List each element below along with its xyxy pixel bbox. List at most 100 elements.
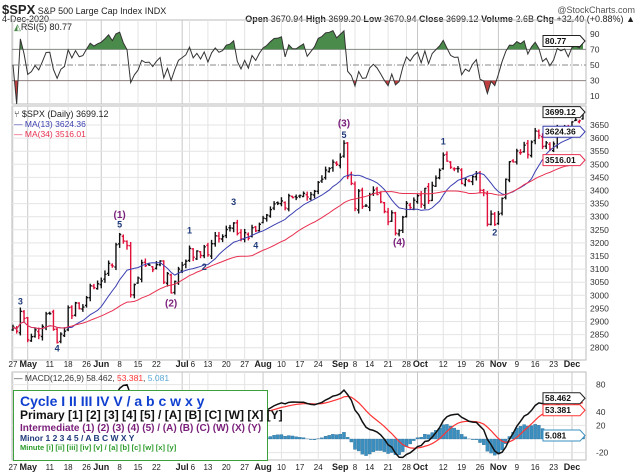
- wave-label: 3: [231, 197, 236, 207]
- macd-histogram-bar: [353, 438, 357, 450]
- close-value: 3699.12: [446, 14, 479, 24]
- tag-text: 3624.36: [545, 127, 576, 137]
- rsi-frame: [11, 19, 587, 105]
- price-bar: [375, 186, 379, 196]
- high-label: High: [305, 14, 326, 24]
- price-bar: [430, 181, 434, 202]
- price-bar: [232, 222, 236, 233]
- wave-label: 1: [187, 225, 192, 235]
- rsi-line: [12, 29, 584, 105]
- macd-histogram-bar: [356, 438, 361, 452]
- macd-histogram-bar: [294, 436, 298, 440]
- x-tick-label: 10: [277, 360, 286, 369]
- wave-label: 1: [441, 137, 446, 147]
- price-bar: [522, 141, 526, 153]
- tag-box: [542, 106, 586, 119]
- price-bar: [92, 283, 96, 290]
- macd-histogram-bar: [338, 434, 343, 440]
- price-bar: [37, 327, 41, 340]
- wave-label: 5: [117, 220, 122, 230]
- macd-histogram-bar: [360, 438, 365, 455]
- x-tick-label: 15: [134, 463, 143, 472]
- x-tick-label: Oct: [413, 462, 428, 472]
- price-bar: [110, 263, 114, 268]
- price-bar: [445, 151, 449, 162]
- price-bar: [533, 127, 537, 145]
- price-bar: [526, 140, 530, 159]
- high-value: 3699.20: [328, 14, 361, 24]
- x-tick-label: Sep: [332, 462, 349, 472]
- macd-tick-label: -20: [596, 448, 609, 458]
- macd-name: MACD(12,26,9): [25, 373, 84, 383]
- x-tick-label: 21: [384, 463, 393, 472]
- macd-tick-label: 80: [596, 380, 606, 390]
- x-tick-label: Sep: [332, 359, 349, 369]
- price-bar: [283, 201, 287, 211]
- ma34-tag: 3516.01: [542, 154, 586, 167]
- macd-histogram-bar: [397, 438, 401, 455]
- tag-box: [542, 392, 586, 405]
- y-tick-label: 3300: [590, 212, 609, 222]
- x-tick-label: 22: [152, 463, 161, 472]
- macd-histogram-bar: [268, 436, 273, 440]
- close-label: Close: [419, 14, 444, 24]
- price-bar: [173, 280, 177, 295]
- macd-histogram-bar: [345, 437, 350, 440]
- price-bar: [48, 311, 52, 315]
- macd-histogram-bar: [533, 424, 537, 440]
- macd-histogram-bar: [349, 438, 354, 443]
- price-bar: [544, 141, 548, 149]
- price-bar: [132, 283, 136, 299]
- x-tick-label: 16: [531, 360, 540, 369]
- ma34-line: [12, 159, 584, 330]
- x-tick-label: 11: [46, 463, 55, 472]
- macd-histogram-bar: [367, 438, 372, 455]
- x-tick-label: Nov: [490, 462, 507, 472]
- x-tick-label: 6: [191, 463, 196, 472]
- macd-histogram-bar: [331, 434, 335, 440]
- x-tick-label: 16: [531, 463, 540, 472]
- price-bar: [551, 141, 556, 153]
- price-bar: [397, 229, 401, 237]
- wave-label: 4: [253, 241, 258, 251]
- macd-histogram-bar: [515, 427, 519, 440]
- price-bar: [279, 197, 284, 207]
- ma34-legend: — MA(34) 3516.01: [14, 129, 86, 139]
- price-bar: [577, 119, 581, 124]
- x-tick-label: 17: [295, 463, 304, 472]
- x-tick-label: May: [19, 359, 37, 369]
- macd-histogram-bar: [459, 434, 464, 440]
- wave-label: 3: [18, 296, 23, 306]
- price-bar: [331, 159, 335, 172]
- x-tick-label: 21: [384, 360, 393, 369]
- x-tick-label: 24: [314, 463, 323, 472]
- price-bar: [390, 210, 394, 222]
- price-bar: [357, 189, 361, 214]
- y-tick-label: 3600: [590, 133, 609, 143]
- price-bar: [140, 259, 144, 283]
- tag-box: [542, 34, 586, 47]
- price-bar: [456, 166, 460, 173]
- price-bar: [158, 260, 162, 267]
- tag-text: 3699.12: [545, 107, 576, 117]
- macd-histogram-bar: [412, 438, 416, 441]
- price-bar: [29, 333, 33, 342]
- price-bar: [187, 245, 192, 262]
- date: 4-Dec-2020: [2, 14, 50, 24]
- price-bar: [316, 181, 320, 195]
- price-bar: [500, 197, 504, 216]
- elliott-wave-legend: Cycle I II III IV V / a b c w x y Primar…: [13, 390, 283, 461]
- ma13-name: MA(13): [25, 119, 53, 129]
- price-bar: [114, 242, 118, 271]
- x-tick-label: Dec: [564, 462, 581, 472]
- legend-minute: Minute [i] [ii] [iii] [iv] [v] / [a] [b]…: [20, 443, 177, 453]
- price-series-name: $SPX (Daily): [22, 109, 74, 119]
- price-bar: [217, 231, 221, 243]
- macd-histogram-bar: [529, 425, 534, 440]
- x-tick-label: Jul: [176, 359, 189, 369]
- macd-tag: 58.462: [542, 392, 586, 405]
- price-bar: [213, 231, 217, 247]
- rsi-overbought-fill: [13, 30, 583, 50]
- tag-box: [542, 125, 586, 138]
- price-bar: [125, 240, 129, 250]
